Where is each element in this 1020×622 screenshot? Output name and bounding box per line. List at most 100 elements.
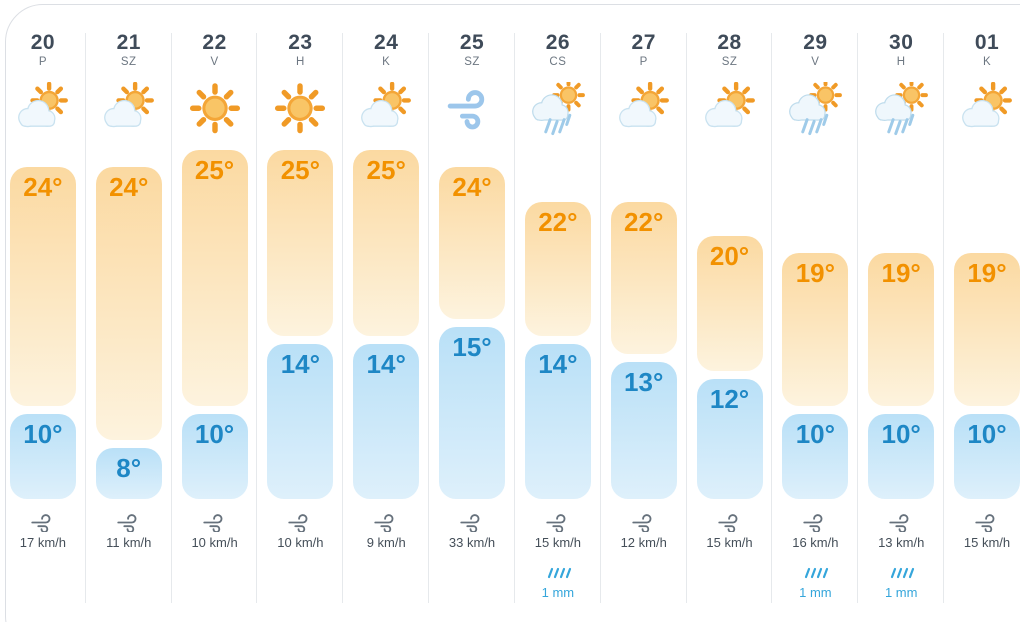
high-temp-label: 19° [967, 258, 1007, 288]
precipitation-label: 1 mm [541, 585, 575, 600]
wind-speed-label: 15 km/h [706, 535, 753, 550]
high-temp-label: 24° [452, 172, 492, 202]
high-temp-bar: 19° [868, 253, 935, 406]
wind-icon [115, 513, 143, 532]
column-divider [84, 33, 86, 603]
day-abbr-label: V [210, 56, 219, 68]
day-column-26[interactable]: 26 CS 22° 14° 15 km/h 1 mm [515, 0, 601, 622]
low-temp-bar: 12° [696, 379, 763, 499]
day-column-22[interactable]: 22 V 25° 10° 10 km/h [172, 0, 258, 622]
day-date-label: 26 [545, 31, 571, 54]
column-divider [513, 33, 515, 603]
low-temp-label: 15° [452, 332, 492, 362]
low-temp-label: 13° [624, 367, 664, 397]
sun-behind-cloud-icon [101, 82, 157, 138]
sunny-icon [272, 82, 328, 138]
wind-icon [973, 513, 1001, 532]
day-abbr-label: P [639, 56, 648, 68]
low-temp-label: 12° [709, 384, 750, 414]
high-temp-bar: 19° [954, 253, 1020, 406]
day-column-27[interactable]: 27 P 22° 13° 12 km/h [601, 0, 687, 622]
high-temp-bar: 22° [524, 202, 591, 336]
sun-behind-cloud-icon [702, 82, 758, 138]
day-abbr-label: P [38, 56, 47, 68]
high-temp-bar: 24° [95, 167, 162, 440]
forecast-card [5, 4, 1020, 622]
low-temp-bar: 10° [9, 414, 76, 499]
day-column-30[interactable]: 30 H 19° 10° 13 km/h 1 mm [858, 0, 945, 622]
day-column-24[interactable]: 24 K 25° 14° 9 km/h [343, 0, 430, 622]
high-temp-label: 19° [795, 258, 836, 288]
day-column-23[interactable]: 23 H 25° 14° 10 km/h [257, 0, 344, 622]
wind-icon [887, 513, 915, 532]
day-abbr-label: CS [549, 56, 567, 68]
precipitation-label: 1 mm [799, 585, 832, 600]
low-temp-label: 10° [967, 419, 1007, 449]
day-date-label: 24 [374, 31, 399, 54]
sunny-icon [187, 82, 243, 138]
day-column-25[interactable]: 25 SZ 24° 15° 33 km/h [429, 0, 515, 622]
column-divider [342, 33, 344, 603]
day-abbr-label: K [382, 56, 391, 68]
wind-icon [201, 513, 229, 532]
low-temp-bar: 15° [439, 327, 506, 499]
high-temp-bar: 25° [267, 150, 334, 336]
low-temp-label: 14° [280, 349, 321, 379]
day-date-label: 20 [30, 31, 56, 54]
high-temp-label: 25° [280, 155, 321, 185]
sun-behind-cloud-icon [15, 82, 71, 138]
wind-speed-label: 10 km/h [277, 535, 324, 550]
day-date-label: 29 [803, 31, 828, 54]
column-divider [771, 33, 773, 603]
column-divider [857, 33, 859, 603]
day-column-29[interactable]: 29 V 19° 10° 16 km/h 1 mm [772, 0, 859, 622]
day-column-01[interactable]: 01 K 19° 10° 15 km/h [944, 0, 1020, 622]
high-temp-bar: 20° [696, 236, 763, 371]
wind-speed-label: 33 km/h [448, 535, 496, 550]
column-divider [685, 33, 687, 603]
low-temp-bar: 14° [267, 344, 334, 499]
day-abbr-label: SZ [464, 56, 480, 68]
day-abbr-label: SZ [721, 56, 738, 68]
low-temp-label: 10° [795, 419, 836, 449]
windy-icon [444, 82, 500, 138]
wind-speed-label: 15 km/h [963, 535, 1011, 550]
rain-with-sun-icon [787, 82, 843, 138]
low-temp-bar: 8° [95, 448, 162, 499]
wind-speed-label: 10 km/h [191, 535, 238, 550]
low-temp-bar: 14° [524, 344, 591, 499]
low-temp-bar: 10° [782, 414, 849, 499]
wind-speed-label: 9 km/h [366, 535, 406, 550]
low-temp-label: 10° [194, 419, 235, 449]
day-abbr-label: SZ [120, 56, 137, 68]
day-column-28[interactable]: 28 SZ 20° 12° 15 km/h [687, 0, 773, 622]
day-date-label: 01 [974, 31, 1000, 54]
wind-speed-label: 17 km/h [19, 535, 67, 550]
wind-speed-label: 16 km/h [792, 535, 839, 550]
day-date-label: 23 [288, 31, 313, 54]
low-temp-label: 10° [23, 419, 63, 449]
high-temp-label: 24° [23, 172, 63, 202]
high-temp-label: 25° [194, 155, 235, 185]
wind-icon [544, 513, 572, 532]
low-temp-bar: 10° [868, 414, 935, 499]
sun-behind-cloud-icon [959, 82, 1015, 138]
sun-behind-cloud-icon [358, 82, 414, 138]
day-column-21[interactable]: 21 SZ 24° 8° 11 km/h [86, 0, 172, 622]
day-date-label: 30 [889, 31, 914, 54]
low-temp-label: 8° [116, 453, 142, 483]
day-date-label: 21 [116, 31, 141, 54]
high-temp-bar: 19° [782, 253, 849, 406]
high-temp-bar: 24° [9, 167, 76, 406]
rain-with-sun-icon [873, 82, 929, 138]
day-column-20[interactable]: 20 P 24° 10° 17 km/h [0, 0, 86, 622]
high-temp-bar: 24° [439, 167, 506, 319]
high-temp-label: 25° [366, 155, 406, 185]
low-temp-label: 10° [881, 419, 921, 449]
low-temp-bar: 10° [181, 414, 248, 499]
high-temp-label: 19° [881, 258, 921, 288]
wind-speed-label: 15 km/h [534, 535, 581, 550]
high-temp-bar: 25° [181, 150, 248, 406]
